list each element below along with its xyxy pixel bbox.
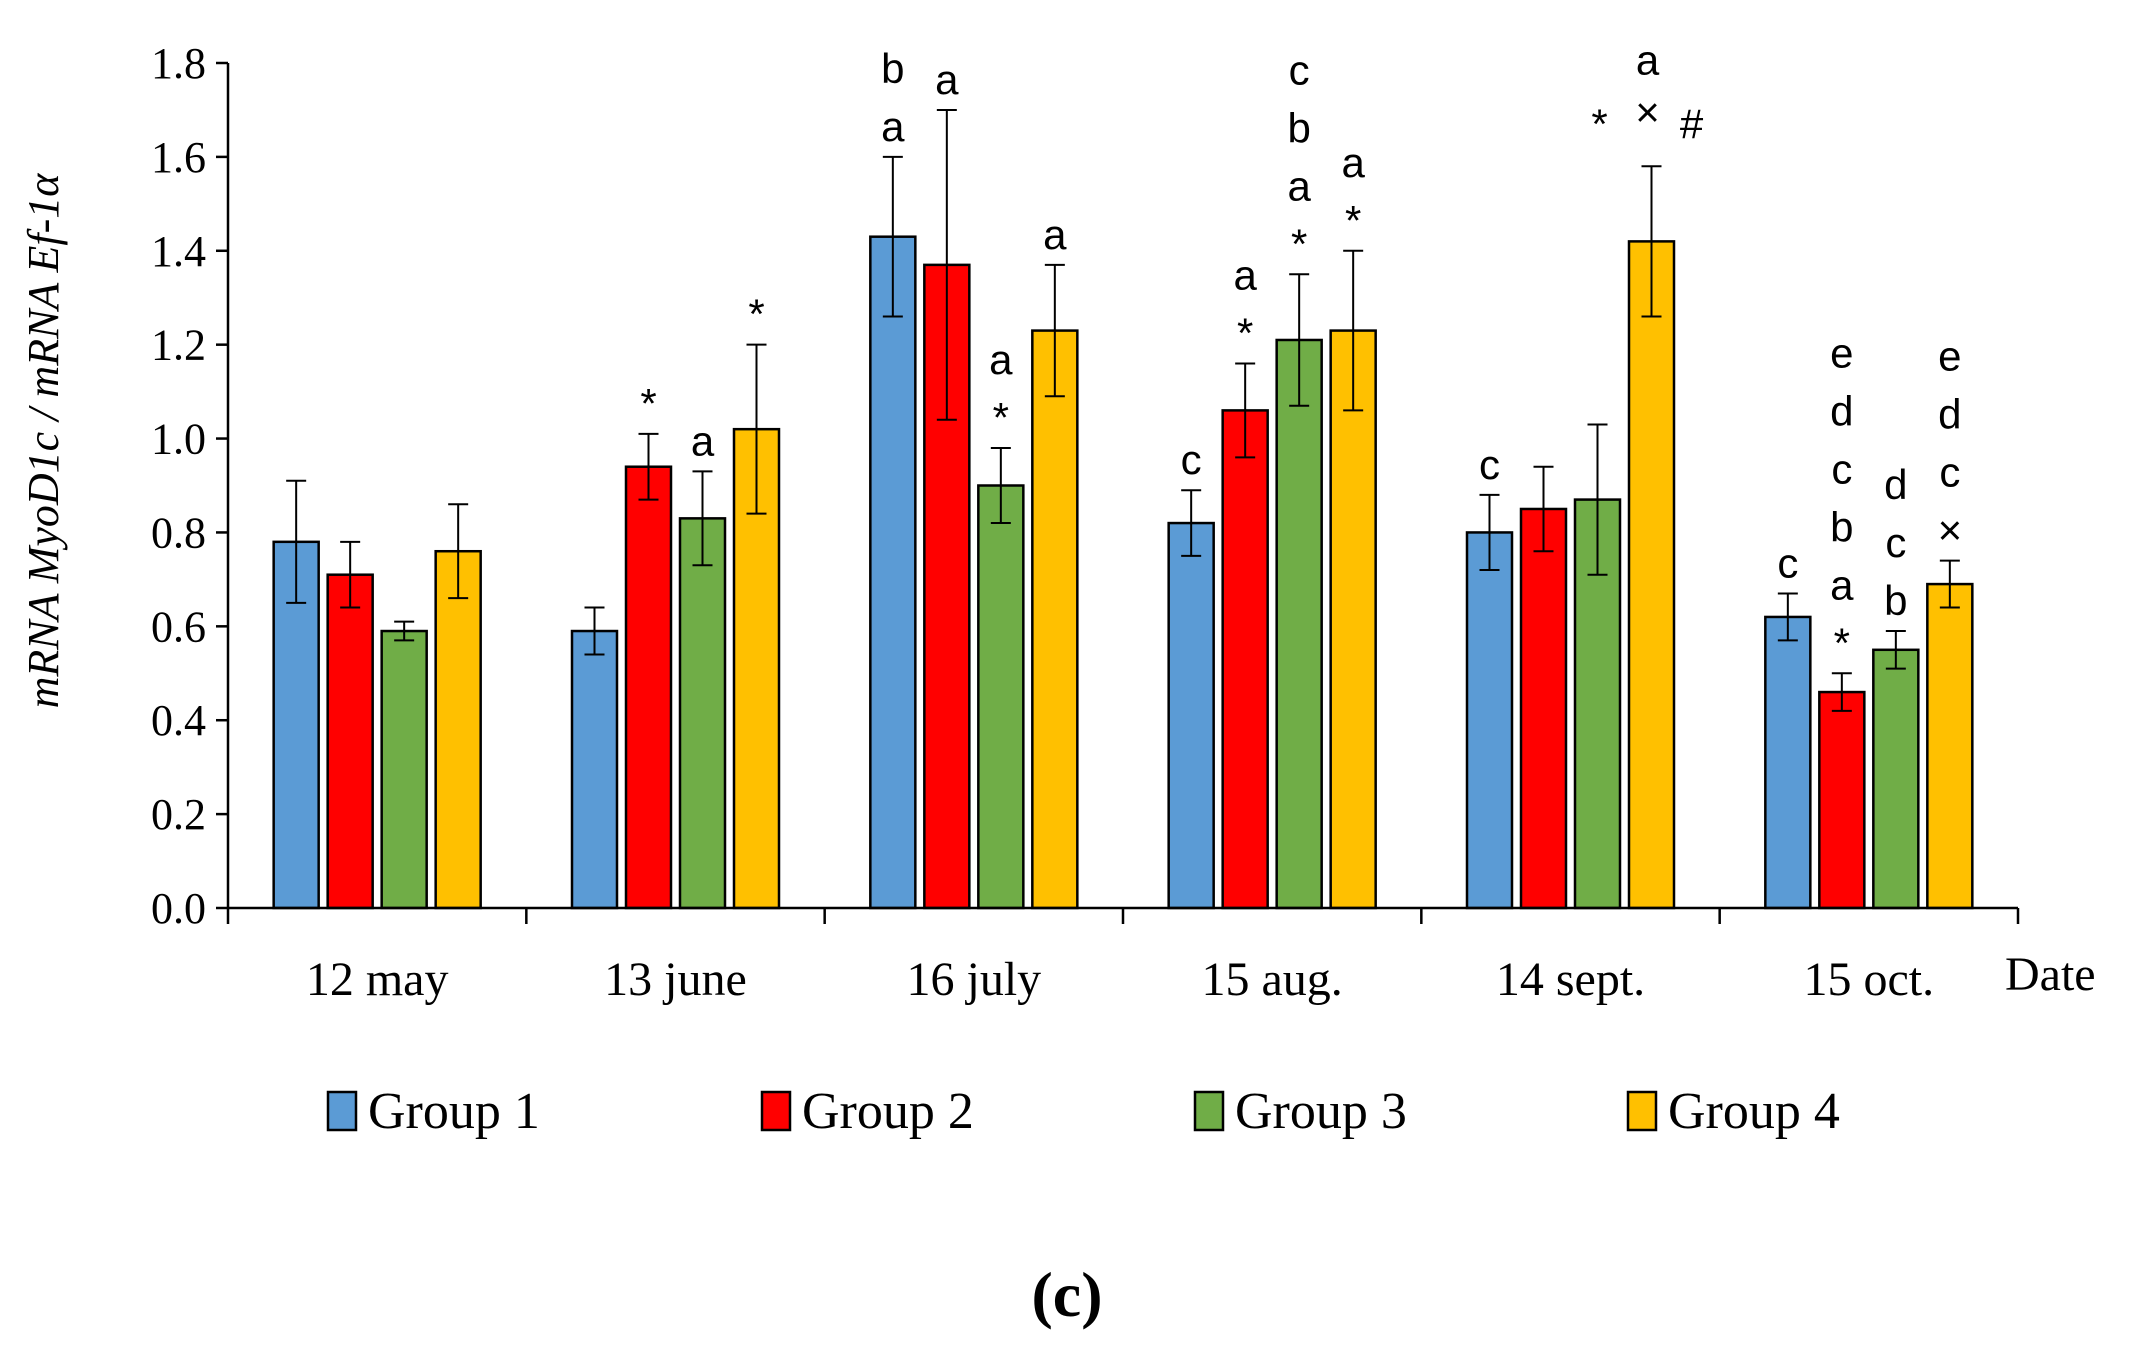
annotation-label: d [1830,387,1853,434]
bar [678,517,727,910]
annotation-label: d [1884,461,1907,508]
x-tick-label: 15 aug. [1202,953,1343,1006]
bar [1167,521,1215,910]
y-tick-label: 0.8 [151,508,206,557]
x-axis-title: Date [2005,948,2096,1001]
y-axis-title: mRNA MyoD1c / mRNA Ef-1α [19,173,68,709]
annotation-label: * [1834,619,1850,666]
legend-swatch [760,1090,792,1132]
legend-swatch [326,1090,358,1132]
legend-label: Group 1 [368,1083,540,1140]
legend: Group 1 Group 2 Group 3 Group 4 [326,1083,1840,1140]
y-tick-label: 1.2 [151,321,206,370]
y-tick-label: 1.4 [151,227,206,276]
annotation-label: c [1777,539,1798,586]
annotation-label: a [1341,139,1365,186]
annotation-label: c [1885,519,1906,566]
annotation-label: a [1233,251,1257,298]
bar [326,573,374,910]
annotation-label: b [1830,503,1853,550]
annotation-label: c [1479,441,1500,488]
annotation-label: c [1181,436,1202,483]
annotation-label: a [1043,211,1067,258]
bars [272,108,1974,910]
bar [1031,329,1079,910]
annotation-label: b [1884,577,1907,624]
bar [1465,531,1514,910]
bar [1519,507,1568,910]
bar [1329,329,1377,910]
annotation-label: * [1291,220,1307,267]
legend-label: Group 4 [1668,1083,1840,1140]
y-tick-label: 1.0 [151,415,206,464]
bar [1627,240,1676,910]
y-tick-label: 0.0 [151,884,206,933]
legend-swatch [1193,1090,1225,1132]
bar [434,549,482,910]
bar [1764,615,1812,910]
annotation-label: * [640,380,656,427]
annotation-label: d [1938,391,1961,438]
annotation-label: × [1635,88,1660,135]
annotation-label: a [989,336,1013,383]
x-tick-label: 15 oct. [1804,953,1935,1006]
bar [977,484,1025,910]
annotation-label: a [691,417,715,464]
annotation-label: a [1636,36,1660,83]
bar [1275,338,1323,910]
x-tick-label: 16 july [906,953,1041,1006]
x-tick-label: 13 june [604,953,747,1006]
annotation-label: e [1830,329,1853,376]
x-tick-label: 14 sept. [1496,953,1645,1006]
bar [1221,409,1269,910]
axes: 12 may 13 june 16 july 15 aug. 14 sept. 15 oc… [226,63,2020,1006]
annotation-label: a [935,56,959,103]
panel-label: (c) [1031,1259,1102,1330]
annotation-label: * [993,394,1009,441]
legend-label: Group 2 [802,1083,974,1140]
y-axis-ticks: 0.0 0.2 0.4 0.6 0.8 1.0 1.2 1.4 1.6 1.8 [151,39,228,933]
y-tick-label: 0.2 [151,790,206,839]
legend-swatch [1626,1090,1658,1132]
bar [380,629,428,910]
annotation-label: c [1939,449,1960,496]
y-tick-label: 0.6 [151,602,206,651]
legend-label: Group 3 [1235,1083,1407,1140]
x-tick-label: 12 may [306,953,449,1006]
annotation-label: a [881,103,905,150]
annotation-label: b [1287,104,1310,151]
annotation-label: a [1830,561,1854,608]
annotation-label: c [1289,46,1310,93]
bar [1926,582,1974,910]
annotation-label: * [1591,100,1607,147]
annotation-label: a [1287,162,1311,209]
bar [869,235,917,910]
bar [1872,648,1920,910]
annotation-label: # [1680,100,1704,147]
annotation-label: e [1938,333,1961,380]
y-tick-label: 1.8 [151,39,206,88]
bar [624,465,673,910]
y-tick-label: 1.6 [151,133,206,182]
annotation-label: × [1938,507,1963,554]
annotation-label: b [881,45,904,92]
bar [570,629,619,910]
y-tick-label: 0.4 [151,696,206,745]
annotation-label: c [1831,445,1852,492]
annotation-label: * [1345,197,1361,244]
bar [1818,690,1866,910]
annotation-label: * [748,291,764,338]
annotation-label: * [1237,309,1253,356]
